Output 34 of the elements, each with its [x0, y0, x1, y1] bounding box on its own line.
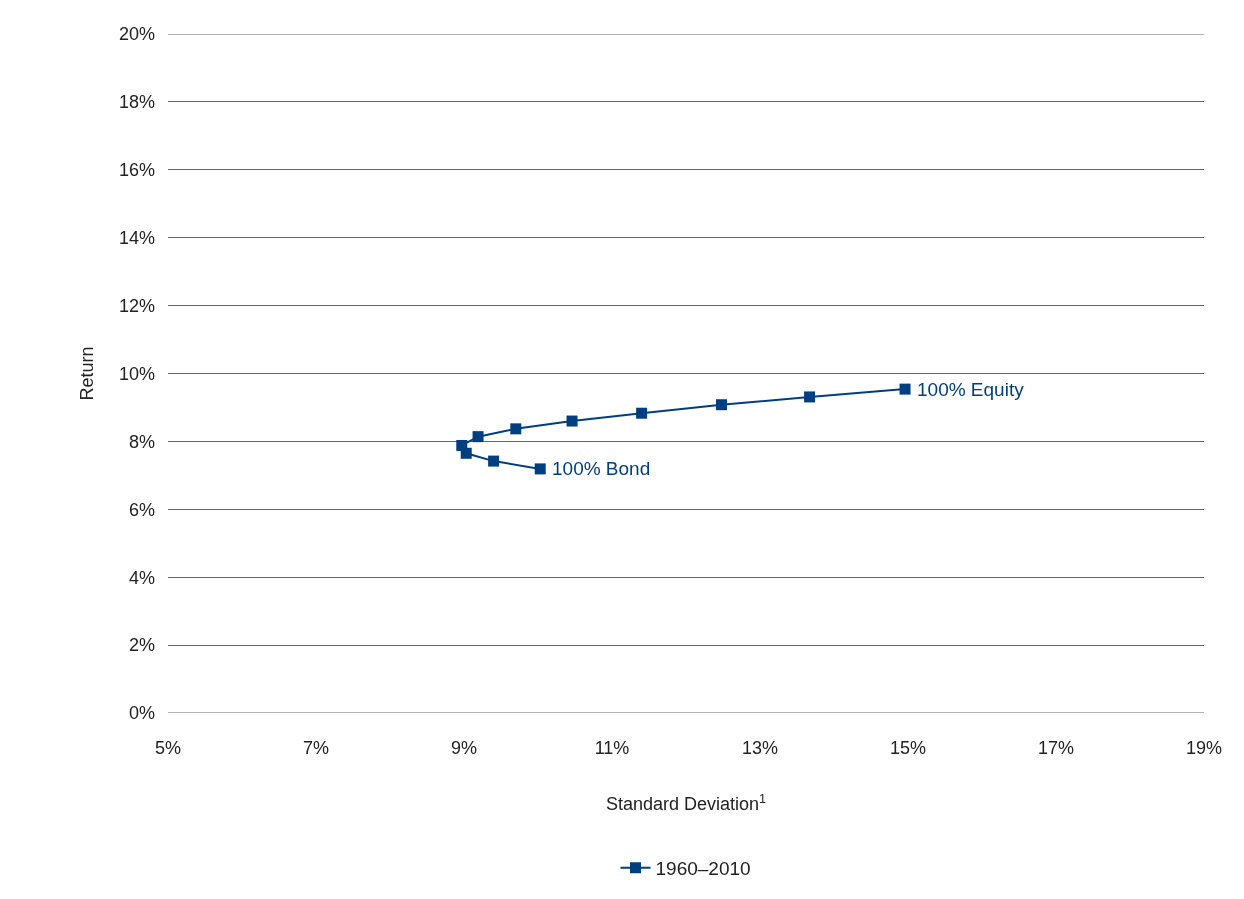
point	[899, 383, 911, 395]
y-tick-label: 14%	[118, 228, 155, 248]
x-tick-label: 11%	[594, 738, 630, 758]
point	[472, 431, 484, 443]
x-tick-label: 19%	[1185, 738, 1223, 758]
point	[456, 439, 468, 451]
y-tick-label: 0%	[128, 703, 155, 724]
y-tick-label: 12%	[118, 295, 155, 316]
point	[510, 423, 522, 435]
y-tick-label: 4%	[128, 567, 155, 588]
point	[716, 399, 728, 411]
x-tick-label: 13%	[741, 738, 779, 758]
annotation: 100% Equity	[917, 379, 1025, 400]
point	[804, 391, 816, 403]
y-tick-label: 6%	[128, 499, 155, 520]
x-tick-label: 9%	[450, 738, 478, 758]
y-tick-label: 18%	[118, 92, 155, 113]
y-tick-label: 20%	[118, 24, 155, 45]
x-tick-label: 7%	[302, 738, 330, 758]
point	[636, 407, 648, 419]
y-tick-label: 16%	[118, 160, 155, 181]
point	[534, 463, 546, 475]
x-axis-title: Standard Deviation$^{1}$	[605, 791, 767, 815]
point	[488, 455, 500, 467]
y-tick-label: 2%	[128, 635, 155, 656]
x-tick-label: 5%	[154, 738, 182, 758]
x-tick-label: 15%	[889, 738, 927, 758]
x-tick-label: 17%	[1037, 738, 1075, 758]
y-tick-label: 10%	[118, 363, 155, 384]
y-axis-title: Return	[77, 346, 98, 401]
legend-label: 1960–2010	[655, 858, 751, 880]
y-tick-label: 8%	[128, 431, 155, 452]
point	[566, 415, 578, 427]
annotation: 100% Bond	[552, 458, 651, 479]
